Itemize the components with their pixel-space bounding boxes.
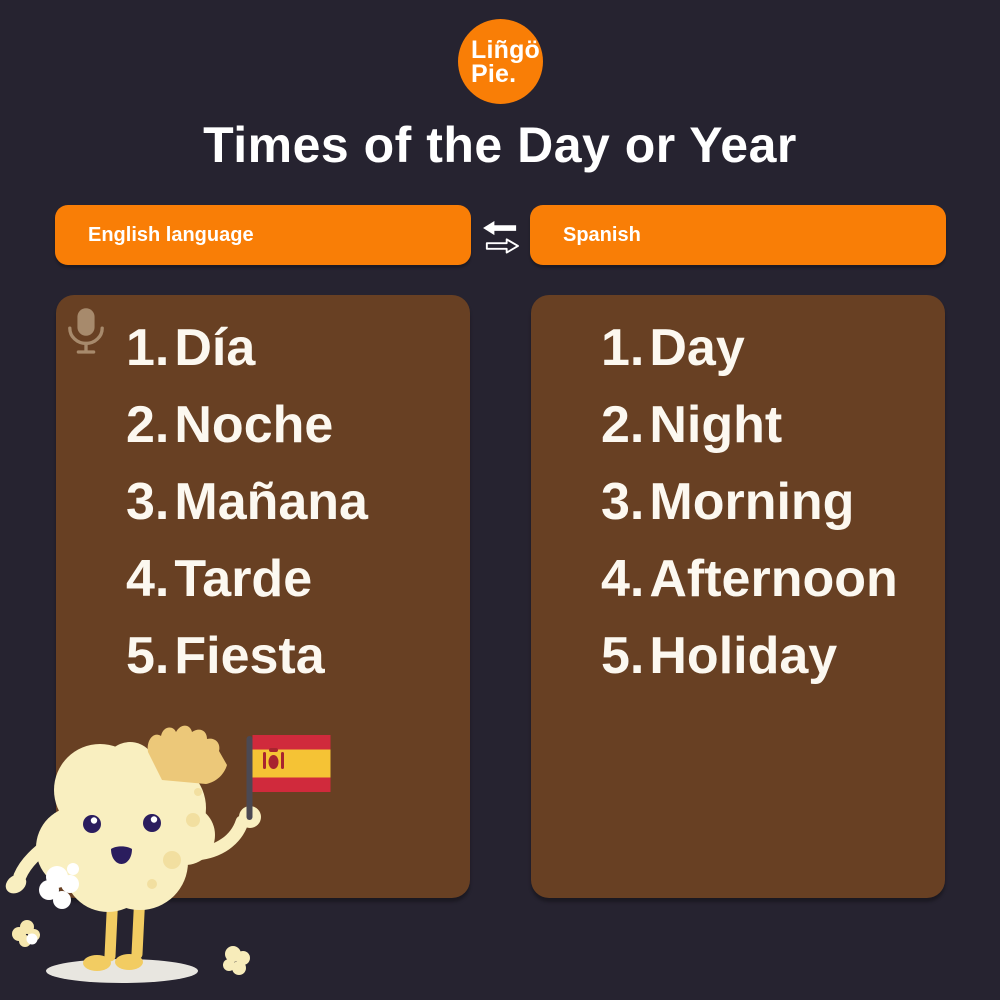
language-selector-target[interactable]: Spanish (530, 205, 946, 265)
item-word: Día (174, 318, 256, 377)
item-number: 3. (126, 472, 170, 531)
item-number: 5. (601, 626, 645, 685)
item-word: Morning (649, 472, 855, 531)
flag-emblem (263, 748, 284, 769)
item-word: Holiday (649, 626, 838, 685)
mascot-spots (147, 788, 202, 889)
item-word: Fiesta (174, 626, 325, 685)
item-number: 3. (601, 472, 645, 531)
mascot-body (36, 742, 215, 912)
item-word: Night (649, 395, 783, 454)
mascot-mouth (111, 846, 132, 864)
item-number: 5. (126, 626, 170, 685)
mascot-face (83, 814, 161, 864)
item-number: 4. (126, 549, 170, 608)
target-word-list: 1. Day 2. Night 3. Morning 4. Afternoon 5. Ho… (531, 295, 945, 694)
list-item: 1. Día (126, 309, 470, 386)
item-number: 1. (601, 318, 645, 377)
item-word: Day (649, 318, 745, 377)
item-word: Mañana (174, 472, 368, 531)
microphone-icon[interactable] (66, 307, 106, 357)
page-title: Times of the Day or Year (203, 117, 797, 173)
spain-flag-icon (252, 735, 331, 792)
mascot-right-arm (189, 815, 249, 861)
list-item: 5. Fiesta (126, 617, 470, 694)
list-item: 4. Afternoon (601, 540, 945, 617)
logo-text-line2: Pie. (471, 60, 517, 88)
item-word: Tarde (174, 549, 313, 608)
list-item: 5. Holiday (601, 617, 945, 694)
list-item: 2. Noche (126, 386, 470, 463)
swap-arrow-left (483, 220, 517, 236)
language-selector-source-label: English language (88, 223, 254, 246)
popcorn-cluster (39, 863, 79, 909)
swap-arrows-icon[interactable] (482, 220, 520, 254)
crown-icon (147, 725, 227, 784)
popcorn-puff-left (12, 920, 40, 947)
item-word: Noche (174, 395, 334, 454)
list-item: 2. Night (601, 386, 945, 463)
item-number: 4. (601, 549, 645, 608)
popcorn-puff-right (223, 946, 250, 975)
list-item: 3. Mañana (126, 463, 470, 540)
language-selector-target-label: Spanish (563, 223, 641, 246)
popcorn-mascot (5, 725, 331, 983)
word-panel-target: 1. Day 2. Night 3. Morning 4. Afternoon 5. Ho… (531, 295, 945, 898)
list-item: 1. Day (601, 309, 945, 386)
logo-text-line1: Liñgö (471, 36, 541, 64)
language-selector-source[interactable]: English language (55, 205, 471, 265)
item-number: 2. (126, 395, 170, 454)
list-item: 4. Tarde (126, 540, 470, 617)
lingopie-logo: Liñgö Pie. (458, 19, 543, 104)
item-number: 2. (601, 395, 645, 454)
swap-arrow-right (485, 238, 519, 254)
list-item: 3. Morning (601, 463, 945, 540)
item-number: 1. (126, 318, 170, 377)
flag-pole (246, 736, 253, 820)
source-word-list: 1. Día 2. Noche 3. Mañana 4. Tarde 5. Fiesta (56, 295, 470, 694)
item-word: Afternoon (649, 549, 898, 608)
